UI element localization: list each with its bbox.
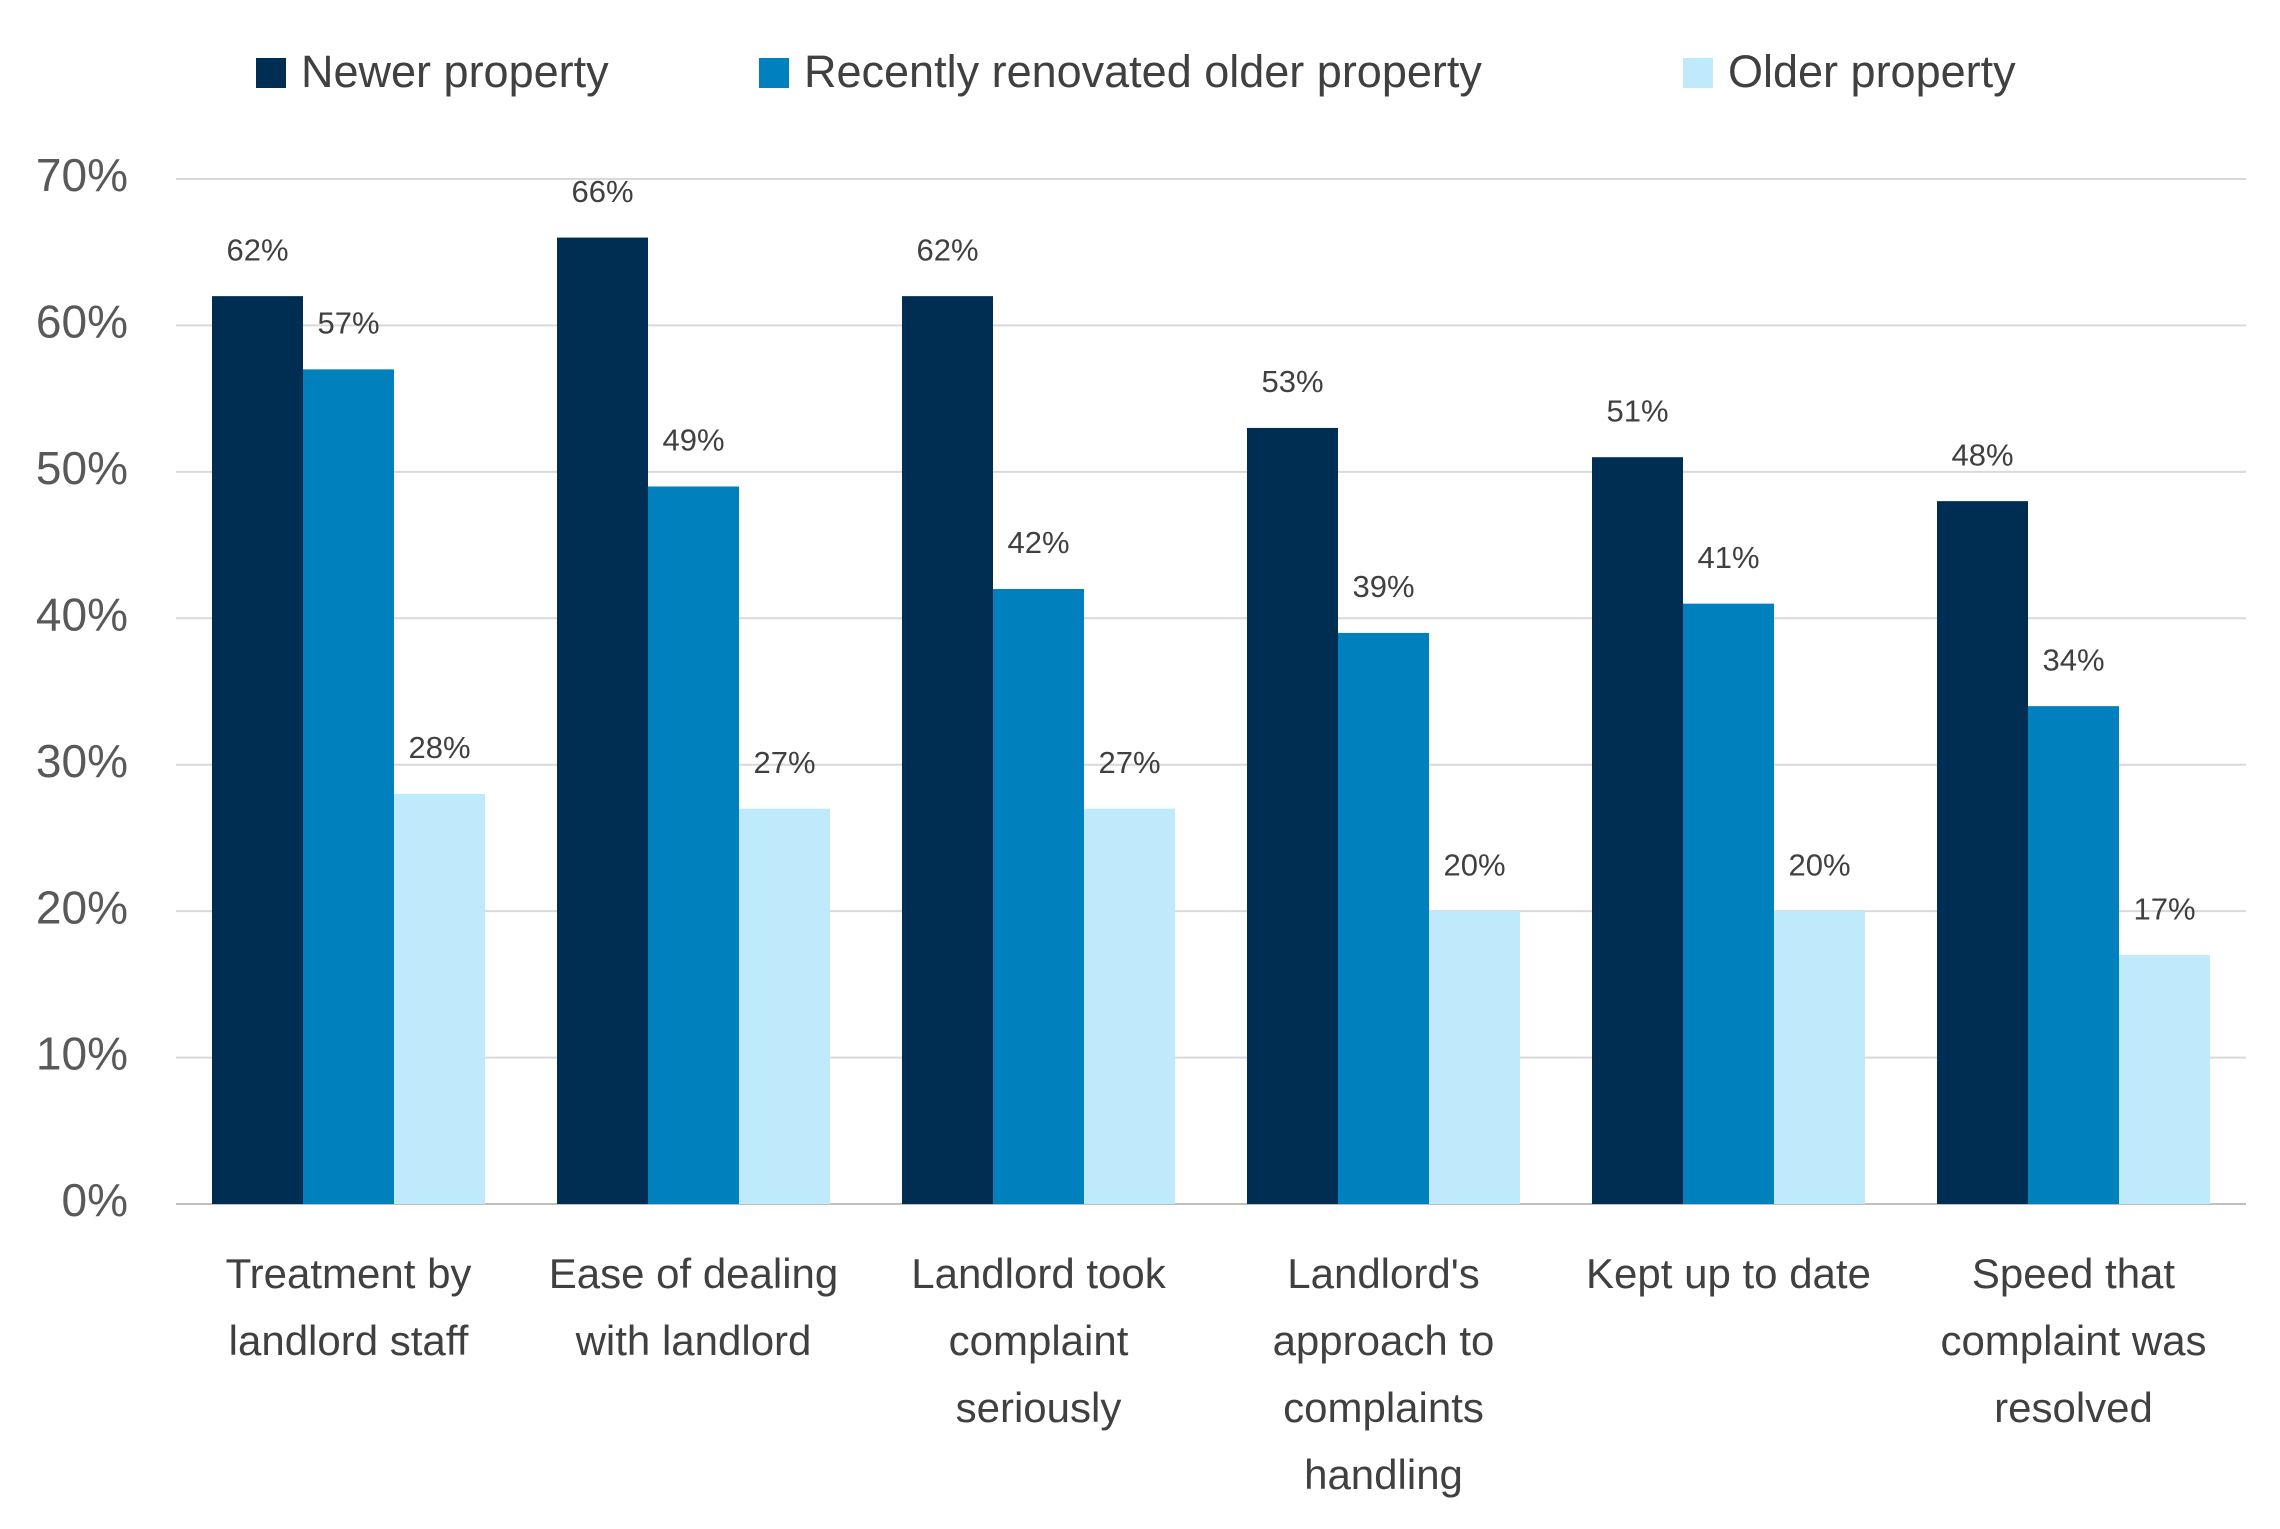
value-label: 51% [1606,393,1668,428]
bar [1937,501,2028,1205]
x-tick-label: Speed that complaint was resolved [1940,1250,2206,1431]
value-label: 17% [2133,891,2195,926]
legend-swatch [1683,58,1713,88]
bar [739,808,830,1204]
x-tick-label: Landlord took complaint seriously [911,1250,1167,1431]
value-label: 34% [2042,642,2104,677]
bar [1247,427,1338,1204]
bar [557,237,648,1205]
bar [993,589,1084,1204]
value-label: 48% [1951,437,2013,472]
value-label: 57% [317,306,379,341]
bar [212,296,303,1205]
bar [1429,911,1520,1204]
bar [648,486,739,1204]
bar [2028,706,2119,1204]
x-tick-label: Treatment by landlord staff [226,1250,472,1364]
value-label: 62% [916,232,978,267]
value-label: 62% [226,232,288,267]
y-tick-label: 70% [36,149,128,201]
y-tick-label: 40% [36,588,128,640]
bar [2119,955,2210,1204]
y-tick-label: 20% [36,881,128,933]
value-label: 53% [1261,364,1323,399]
y-tick-label: 50% [36,442,128,494]
x-tick-label: Kept up to date [1586,1250,1871,1297]
x-tick-label: Ease of dealing with landlord [549,1250,839,1364]
y-tick-label: 30% [36,735,128,787]
value-label: 27% [1098,745,1160,780]
bar [394,794,485,1204]
bar [303,369,394,1204]
y-tick-label: 0% [62,1174,128,1226]
legend-swatch [256,58,286,88]
bar [1338,632,1429,1204]
bar [1683,603,1774,1204]
bar [1774,911,1865,1204]
value-label: 20% [1443,847,1505,882]
value-label: 28% [408,730,470,765]
bar [902,296,993,1205]
bar [1592,457,1683,1204]
value-label: 66% [571,174,633,209]
bar [1084,808,1175,1204]
y-tick-label: 60% [36,296,128,348]
value-label: 42% [1007,525,1069,560]
legend-label: Newer property [301,46,609,97]
legend-swatch [759,58,789,88]
value-label: 39% [1352,569,1414,604]
value-label: 41% [1697,540,1759,575]
value-label: 49% [662,423,724,458]
y-tick-label: 10% [36,1028,128,1080]
value-label: 20% [1788,847,1850,882]
value-label: 27% [753,745,815,780]
legend-label: Older property [1728,46,2016,97]
legend-label: Recently renovated older property [804,46,1482,97]
x-tick-label: Landlord's approach to complaints handling [1273,1250,1495,1498]
